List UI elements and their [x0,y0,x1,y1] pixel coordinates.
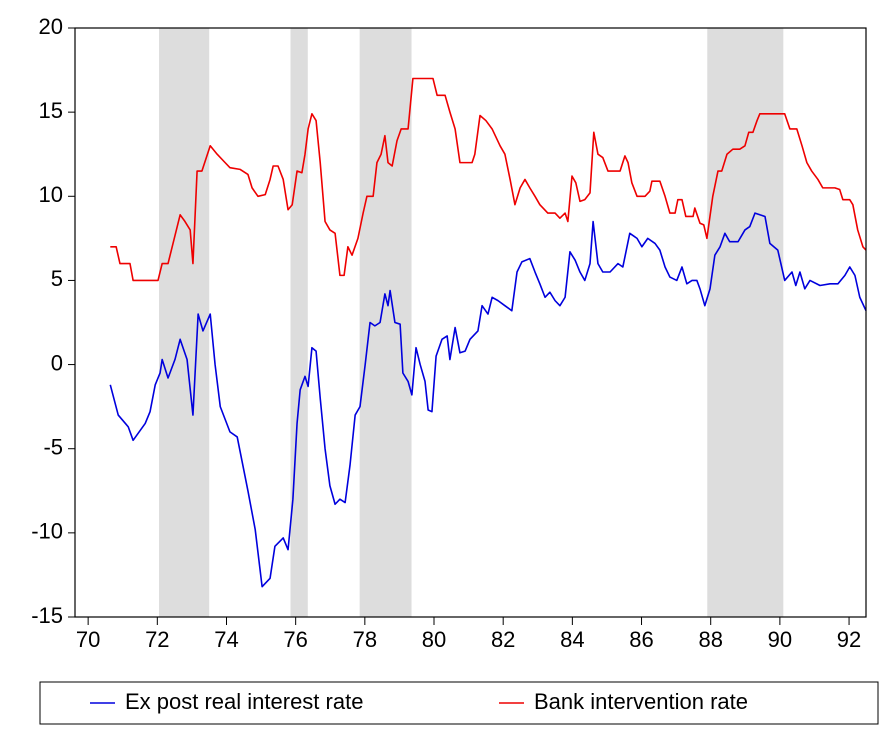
x-tick-label: 72 [145,627,169,652]
x-tick-label: 88 [698,627,722,652]
y-tick-label: 20 [39,14,63,39]
x-tick-label: 92 [837,627,861,652]
legend-box [39,681,879,725]
shaded-span [359,28,412,617]
legend-label: Bank intervention rate [534,689,748,714]
x-tick-label: 74 [214,627,238,652]
x-tick-label: 86 [629,627,653,652]
x-tick-label: 84 [560,627,584,652]
x-tick-label: 82 [491,627,515,652]
y-tick-label: 5 [51,266,63,291]
y-tick-label: -10 [31,519,63,544]
y-tick-label: -15 [31,603,63,628]
x-tick-label: 80 [422,627,446,652]
x-tick-label: 70 [76,627,100,652]
series-line [109,212,867,588]
y-tick-label: 15 [39,98,63,123]
series-line [110,77,867,282]
y-tick-label: 0 [51,350,63,375]
y-tick-label: -5 [43,435,63,460]
shaded-span [159,28,210,617]
plot-frame [74,27,867,618]
shaded-span [290,28,308,617]
y-tick-label: 10 [39,182,63,207]
x-tick-label: 78 [353,627,377,652]
x-tick-label: 76 [283,627,307,652]
shaded-span [707,28,784,617]
x-tick-label: 90 [768,627,792,652]
legend: Ex post real interest rate Bank intervent… [39,681,879,725]
legend-label: Ex post real interest rate [125,689,363,714]
